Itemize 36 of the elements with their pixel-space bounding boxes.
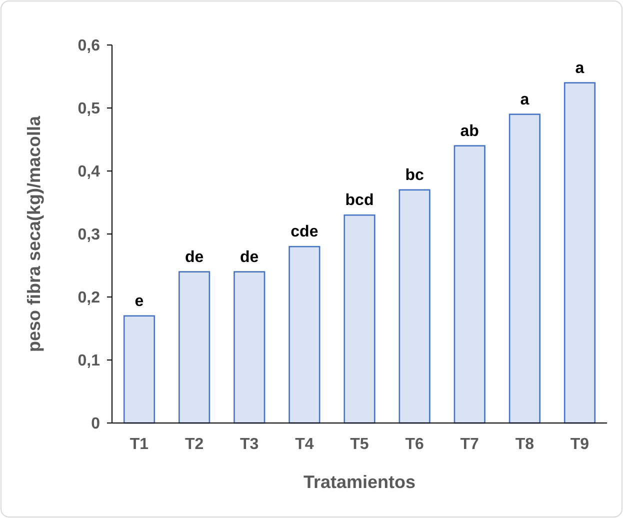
x-tick-label: T9: [570, 436, 590, 453]
bar: [508, 114, 540, 424]
y-tick-label: 0,6: [78, 38, 100, 55]
annotation: de: [184, 248, 204, 266]
x-axis-title: Tratamientos: [303, 472, 416, 492]
bar: [454, 145, 486, 424]
annotation: bcd: [345, 192, 374, 210]
annotation: bc: [405, 166, 424, 184]
x-tick-label: T2: [184, 436, 204, 453]
x-tick-label: T3: [240, 436, 259, 453]
y-tick-label: 0,2: [78, 290, 100, 307]
bar: [288, 246, 320, 424]
annotation: de: [240, 248, 259, 266]
x-tick-label: T5: [350, 436, 369, 453]
y-tick-label: 0,5: [78, 100, 100, 118]
annotation: a: [575, 60, 584, 77]
annotation: e: [134, 292, 144, 310]
x-tick-label: T1: [130, 436, 149, 453]
y-tick-label: 0,1: [78, 352, 100, 370]
bar: [178, 271, 210, 424]
bar: [398, 189, 430, 424]
y-tick-label: 0,3: [78, 226, 100, 244]
bar: [123, 315, 156, 424]
y-tick-label: 0,4: [78, 164, 100, 181]
annotation: ab: [460, 122, 480, 140]
x-tick-label: T4: [295, 436, 314, 453]
x-tick-label: T6: [405, 436, 424, 453]
annotation: a: [520, 91, 530, 108]
y-tick-label: 0: [91, 416, 100, 433]
x-tick-label: T8: [515, 436, 534, 453]
x-tick-label: T7: [460, 436, 480, 453]
annotation: cde: [290, 224, 318, 241]
bar: [564, 82, 596, 424]
bar: [234, 271, 266, 424]
y-axis-title: peso fibra seca(kg)/macolla: [24, 114, 44, 352]
bar: [344, 214, 376, 424]
